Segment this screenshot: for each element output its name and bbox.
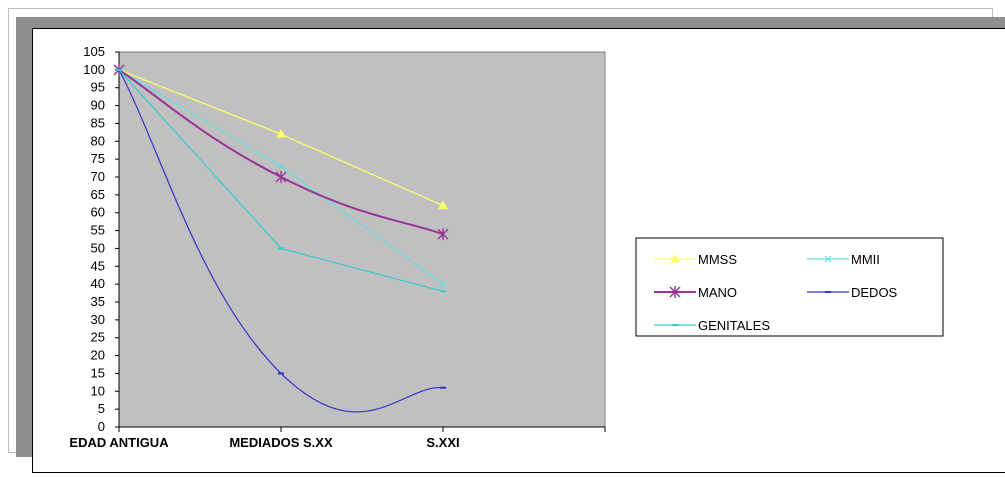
x-tick-label: MEDIADOS S.XX <box>229 435 333 450</box>
x-axis: EDAD ANTIGUA MEDIADOS S.XX S.XXI <box>69 426 606 450</box>
shadow-band-left <box>16 17 32 457</box>
legend-item: DEDOS <box>807 285 898 300</box>
asterisk-marker <box>669 286 681 298</box>
y-tick-label: 70 <box>91 169 105 184</box>
y-tick-label: 40 <box>91 276 105 291</box>
series-layer <box>113 63 449 413</box>
legend-label: MMSS <box>698 252 737 267</box>
series-mano <box>113 63 449 241</box>
y-tick-label: 30 <box>91 312 105 327</box>
legend-item: GENITALES <box>654 318 770 333</box>
y-tick-label: 75 <box>91 151 105 166</box>
x-tick-label: S.XXI <box>426 435 459 450</box>
y-tick-label: 100 <box>83 62 105 77</box>
legend-item: MANO <box>654 285 737 300</box>
legend-item: MMII <box>807 252 880 267</box>
y-tick-label: 0 <box>98 419 105 434</box>
y-tick-label: 85 <box>91 115 105 130</box>
legend-label: GENITALES <box>698 318 770 333</box>
chart-container: 0 5 10 15 20 25 30 35 40 45 50 55 60 65 70 75 80 85 90 95 10… <box>32 28 1005 473</box>
frame-top-line <box>8 8 993 9</box>
series-genitales <box>116 68 446 293</box>
y-tick-label: 5 <box>98 401 105 416</box>
asterisk-marker <box>437 228 449 241</box>
y-tick-label: 25 <box>91 330 105 345</box>
legend-label: MMII <box>851 252 880 267</box>
legend-box <box>635 237 944 337</box>
y-tick-label: 15 <box>91 365 105 380</box>
legend: MMSS MMII MANO DEDOS GENITALES <box>635 237 944 337</box>
y-tick-label: 80 <box>91 133 105 148</box>
x-tick-label: EDAD ANTIGUA <box>69 435 169 450</box>
y-tick-label: 65 <box>91 187 105 202</box>
y-tick-label: 20 <box>91 348 105 363</box>
x-marker <box>439 280 447 288</box>
y-axis: 0 5 10 15 20 25 30 35 40 45 50 55 60 65 70 75 80 85 90 95 10… <box>83 44 120 434</box>
y-tick-label: 60 <box>91 205 105 220</box>
y-tick-label: 90 <box>91 98 105 113</box>
plot-area <box>118 51 606 428</box>
line-chart: 0 5 10 15 20 25 30 35 40 45 50 55 60 65 70 75 80 85 90 95 10… <box>69 44 944 450</box>
y-tick-label: 55 <box>91 223 105 238</box>
legend-label: MANO <box>698 285 737 300</box>
frame-left-line <box>8 8 9 453</box>
triangle-marker <box>276 129 286 138</box>
legend-item: MMSS <box>654 252 737 267</box>
x-marker <box>824 255 832 263</box>
x-marker <box>277 162 285 170</box>
series-line <box>118 69 444 413</box>
y-tick-label: 95 <box>91 80 105 95</box>
y-tick-label: 105 <box>83 44 105 59</box>
y-tick-label: 10 <box>91 383 105 398</box>
legend-label: DEDOS <box>851 285 898 300</box>
triangle-marker <box>670 253 680 263</box>
asterisk-marker <box>275 171 287 183</box>
triangle-marker <box>438 200 448 210</box>
y-tick-label: 35 <box>91 294 105 309</box>
y-tick-label: 45 <box>91 258 105 273</box>
y-tick-label: 50 <box>91 240 105 255</box>
